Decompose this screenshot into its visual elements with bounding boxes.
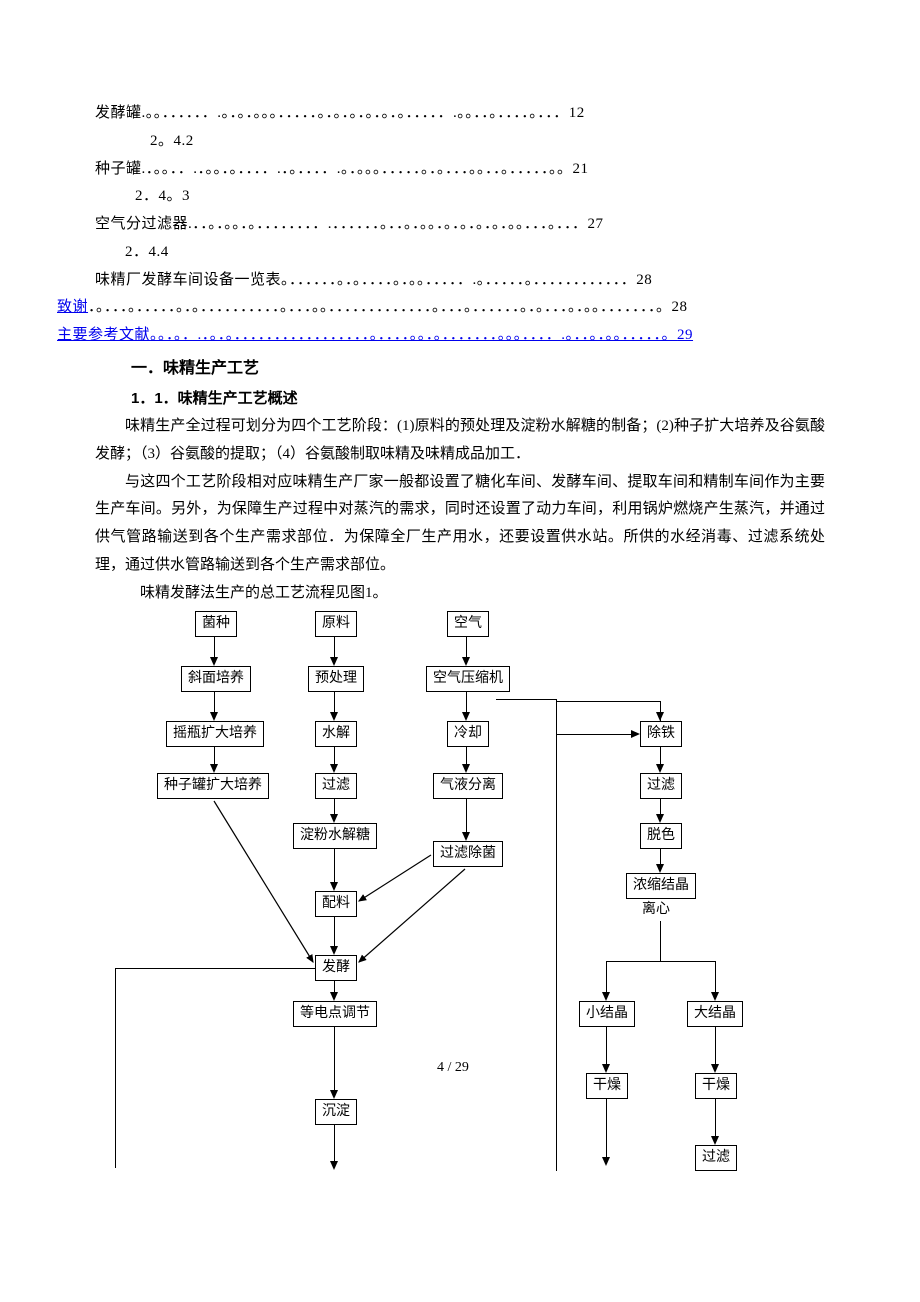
arrow <box>115 968 315 969</box>
document-page: 发酵罐.。。．．．．．．.。．。．。。。．．．．．。．。．。．。．。．。．．．．… <box>0 0 920 1231</box>
arrowhead-icon <box>631 730 640 738</box>
toc-fajiaoguan: 发酵罐.。。．．．．．．.。．。．。。。．．．．．。．。．。．。．。．。．．．．… <box>95 100 825 128</box>
heading-1-1: 1．1．味精生产工艺概述 <box>95 385 825 413</box>
arrowhead-icon <box>656 712 664 721</box>
toc-sec-243: 2．4。3 <box>95 183 825 211</box>
heading-1: 一．味精生产工艺 <box>95 354 825 384</box>
toc-cankao-page: 29 <box>677 327 693 343</box>
toc-yilan: 味精厂发酵车间设备一览表。．．．．．．。．。．．．．。．。。．．．．．.。．．．… <box>95 267 825 295</box>
paragraph-1: 味精生产全过程可划分为四个工艺阶段：(1)原料的预处理及淀粉水解糖的制备；(2)… <box>95 413 825 469</box>
toc-cankao-dots: 。。．。．.．。．。．．．．．．．．．．．．．．．．．。．．．．。。．。．．．．… <box>150 327 677 343</box>
arrow <box>556 734 631 735</box>
arrow <box>556 699 557 1171</box>
paragraph-2: 与这四个工艺阶段相对应味精生产厂家一般都设置了糖化车间、发酵车间、提取车间和精制… <box>95 469 825 580</box>
toc-zhixie-dots: ．。．．．。．．．．．。．。．．．．．．．．．．。．．．。。．．．．．．．．．．… <box>88 299 688 315</box>
page-number: 4 / 29 <box>437 1055 469 1081</box>
paragraph-3: 味精发酵法生产的总工艺流程见图1。 <box>95 580 825 608</box>
toc-sec-244: 2．4.4 <box>95 239 825 267</box>
toc-sec-242: 2。4.2 <box>95 128 825 156</box>
toc-zhongziguan: 种子罐.．。。．．.．。。．。．．．．.．。．．．．.。．。。。．．．．．。．。… <box>95 156 825 184</box>
arrow <box>496 699 556 700</box>
toc-cankao: 主要参考文献。。．。．.．。．。．．．．．．．．．．．．．．．．．。．．．．。。… <box>57 322 825 350</box>
flowchart: 菌种 斜面培养 摇瓶扩大培养 种子罐扩大培养 原料 预处理 水解 过滤 淀粉水解… <box>95 611 825 1191</box>
toc-zhixie-link[interactable]: 致谢 <box>57 299 88 315</box>
arrow <box>556 701 660 702</box>
diagonal-arrows <box>95 611 815 1171</box>
toc-kongqi: 空气分过滤器.．．。．。。．。．．．．．．．．.．．．．．．。．．。．。。．。．… <box>95 211 825 239</box>
toc-cankao-link[interactable]: 主要参考文献 <box>57 327 150 343</box>
toc-zhixie: 致谢．。．．．。．．．．．。．。．．．．．．．．．．。．．．。。．．．．．．．．… <box>57 294 825 322</box>
arrow <box>115 968 116 1168</box>
